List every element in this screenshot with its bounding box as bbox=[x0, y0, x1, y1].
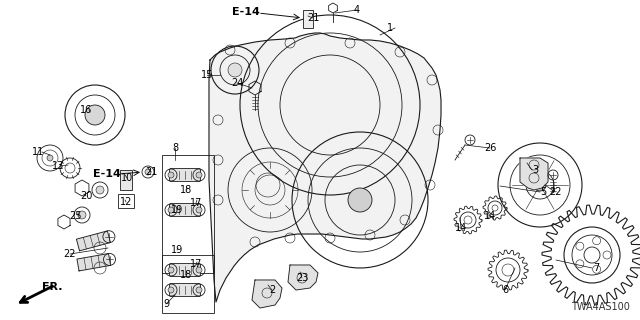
Circle shape bbox=[196, 207, 202, 213]
Text: 21: 21 bbox=[145, 167, 157, 177]
Text: 22: 22 bbox=[548, 187, 561, 197]
Polygon shape bbox=[520, 158, 548, 190]
Polygon shape bbox=[209, 33, 441, 302]
FancyBboxPatch shape bbox=[170, 204, 200, 217]
Circle shape bbox=[348, 188, 372, 212]
Circle shape bbox=[168, 172, 174, 178]
Text: 25: 25 bbox=[68, 211, 81, 221]
Bar bbox=[303, 10, 313, 28]
Text: 22: 22 bbox=[64, 249, 76, 259]
Text: 23: 23 bbox=[296, 273, 308, 283]
Circle shape bbox=[145, 169, 151, 175]
Text: 4: 4 bbox=[354, 5, 360, 15]
Text: 11: 11 bbox=[32, 147, 44, 157]
Circle shape bbox=[534, 179, 546, 191]
Text: 26: 26 bbox=[484, 143, 496, 153]
Text: FR.: FR. bbox=[42, 282, 63, 292]
Circle shape bbox=[85, 105, 105, 125]
Text: E-14: E-14 bbox=[93, 169, 121, 179]
Bar bbox=[162, 155, 214, 273]
Text: TWA4AS100: TWA4AS100 bbox=[571, 302, 630, 312]
Text: E-14: E-14 bbox=[232, 7, 260, 17]
Circle shape bbox=[196, 287, 202, 293]
Polygon shape bbox=[252, 280, 282, 308]
Text: 13: 13 bbox=[52, 161, 64, 171]
Text: 3: 3 bbox=[532, 165, 538, 175]
Circle shape bbox=[168, 287, 174, 293]
Bar bbox=[118, 194, 134, 208]
Text: 14: 14 bbox=[484, 211, 496, 221]
Text: 1: 1 bbox=[387, 23, 393, 33]
Circle shape bbox=[168, 267, 174, 273]
Circle shape bbox=[96, 186, 104, 194]
Polygon shape bbox=[77, 253, 111, 271]
Bar bbox=[120, 170, 132, 190]
Text: 5: 5 bbox=[540, 187, 546, 197]
Text: 9: 9 bbox=[163, 299, 169, 309]
FancyBboxPatch shape bbox=[170, 169, 200, 181]
Text: 15: 15 bbox=[201, 70, 213, 80]
Text: 18: 18 bbox=[180, 270, 192, 280]
Polygon shape bbox=[76, 231, 111, 251]
Circle shape bbox=[78, 211, 86, 219]
Text: 21: 21 bbox=[307, 13, 319, 23]
Circle shape bbox=[196, 267, 202, 273]
Text: 7: 7 bbox=[593, 263, 599, 273]
Text: 16: 16 bbox=[80, 105, 92, 115]
Text: 6: 6 bbox=[502, 285, 508, 295]
Text: 12: 12 bbox=[120, 197, 132, 207]
FancyBboxPatch shape bbox=[170, 263, 200, 276]
Text: 17: 17 bbox=[190, 259, 202, 269]
Text: 2: 2 bbox=[269, 285, 275, 295]
Text: 10: 10 bbox=[121, 173, 133, 183]
Circle shape bbox=[228, 63, 242, 77]
Text: 14: 14 bbox=[455, 223, 467, 233]
Text: 18: 18 bbox=[180, 185, 192, 195]
Bar bbox=[162, 255, 214, 313]
Text: 8: 8 bbox=[172, 143, 178, 153]
Text: 20: 20 bbox=[80, 191, 92, 201]
Circle shape bbox=[168, 207, 174, 213]
Polygon shape bbox=[288, 265, 318, 290]
Text: 19: 19 bbox=[171, 245, 183, 255]
Circle shape bbox=[196, 172, 202, 178]
Text: 17: 17 bbox=[190, 198, 202, 208]
FancyBboxPatch shape bbox=[170, 284, 200, 297]
Text: 24: 24 bbox=[231, 78, 243, 88]
Text: 19: 19 bbox=[171, 205, 183, 215]
Circle shape bbox=[47, 155, 53, 161]
